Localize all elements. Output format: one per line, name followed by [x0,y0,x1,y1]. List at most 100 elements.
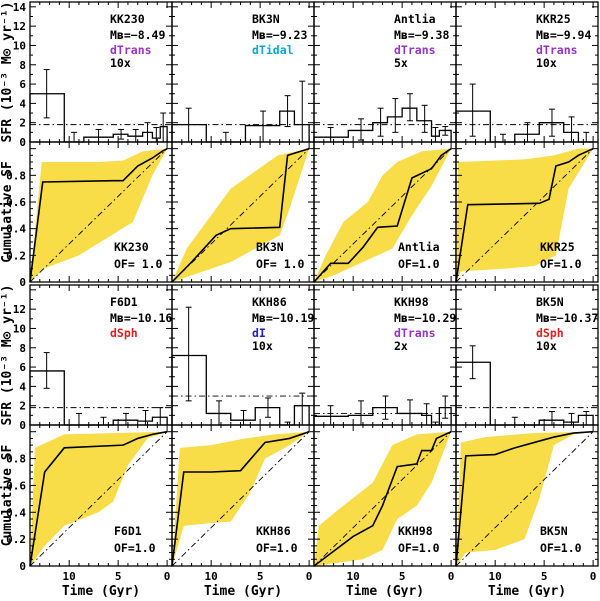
galaxy-magnitude: Mʙ=−9.38 [394,28,449,42]
galaxy-scale: 2x [394,339,408,353]
galaxy-name: KKH86 [252,295,287,309]
sfr-tick-label: 4 [19,380,26,393]
cum-constant-sfr-line [455,148,594,283]
cum-galaxy-name: KKH86 [256,524,291,538]
galaxy-type: dTidal [252,43,294,57]
cum-line [171,430,310,567]
cum-constant-sfr-line [29,431,168,567]
cum-ticks [29,425,172,567]
cum-panel-bk5n: BK5N OF=1.0 [455,424,599,567]
sfr-tick-label: 0 [19,136,26,149]
cum-of-label: OF=1.0 [114,541,156,555]
galaxy-type: dSph [536,326,564,340]
x-axis-title: Time (Gyr) [62,584,140,597]
x-axis-title: Time (Gyr) [346,584,424,597]
x-tick-label: 5 [115,570,122,583]
galaxy-scale: 5x [394,56,408,70]
galaxy-name: KKR25 [536,12,571,26]
galaxy-type: dTrans [110,43,152,57]
sfr-tick-label: 12 [13,303,26,316]
cum-constant-sfr-line [29,148,168,283]
sfr-ticks [171,2,314,143]
galaxy-magnitude: Mʙ=−10.29 [394,311,456,325]
galaxy-magnitude: Mʙ=−10.16 [110,311,172,325]
x-axis-title: Time (Gyr) [488,584,566,597]
cum-of-label: OF= 1.0 [114,257,163,271]
sfr-ticks [29,285,172,426]
cum-tick-label: 0.8 [6,453,26,466]
sfr-frame [171,1,315,143]
cum-line [455,147,594,283]
galaxy-name: BK5N [536,295,564,309]
x-tick-label: 10 [205,570,218,583]
cum-tick-label: 0 [19,560,26,573]
sfr-tick-label: 14 [13,1,27,14]
sfr-tick-label: 6 [19,361,26,374]
cum-galaxy-name: F6D1 [114,524,142,538]
x-axis-title: Time (Gyr) [204,584,282,597]
cum-ticks [455,142,598,283]
sfr-axis-title: SFR (10⁻³ M⊙ yr⁻¹) [0,285,15,426]
cum-panel-kkh98: KKH98 OF=1.0 [313,424,457,567]
cum-tick-label: 0.6 [6,479,26,492]
galaxy-magnitude: Mʙ=−8.49 [110,28,165,42]
sfr-tick-label: 6 [19,78,26,91]
sfr-histogram [29,370,168,426]
cum-of-label: OF=1.0 [540,541,582,555]
sfr-histogram [171,354,310,426]
cum-tick-label: 0.6 [6,196,26,209]
cum-galaxy-name: Antlia [398,240,440,254]
galaxy-magnitude: Mʙ=−10.19 [252,311,314,325]
sfr-frame [29,1,173,143]
cum-panel-f6d1: F6D1 OF=1.0 [29,424,173,567]
sfr-tick-label: 8 [19,59,26,72]
cum-tick-label: 0.8 [6,169,26,182]
sfr-ticks [29,2,172,143]
sfr-tick-label: 12 [13,20,26,33]
sfr-tick-label: 8 [19,342,26,355]
x-tick-label: 0 [448,570,455,583]
sfr-tick-label: 10 [13,322,26,335]
x-tick-label: 5 [541,570,548,583]
sfr-histogram [455,110,594,143]
sfr-axis-title: SFR (10⁻³ M⊙ yr⁻¹) [0,2,15,143]
cum-frame [455,141,599,283]
sfr-frame [455,1,599,143]
cum-galaxy-name: KKR25 [540,240,575,254]
cum-galaxy-name: KK230 [114,240,149,254]
cum-panel-kkr25: KKR25 OF=1.0 [455,141,599,283]
cum-constant-sfr-line [455,431,594,567]
cum-axis-title: Cumulative SF [0,161,15,263]
x-tick-label: 10 [63,570,76,583]
sfr-frame [455,284,599,426]
sfr-frame [29,284,173,426]
cum-panel-kkh86: KKH86 OF=1.0 [171,424,315,567]
galaxy-type: dTrans [536,43,578,57]
galaxy-name: BK3N [252,12,280,26]
cum-constant-sfr-line [171,431,310,567]
sfr-histogram [29,93,168,143]
galaxy-type: dTrans [394,326,436,340]
cum-line [313,430,452,567]
cum-frame [455,424,599,567]
cum-line [313,148,452,283]
cum-tick-label: 0.2 [6,249,26,262]
x-tick-label: 10 [489,570,502,583]
sfr-tick-label: 2 [19,117,26,130]
x-tick-label: 5 [257,570,264,583]
galaxy-name: F6D1 [110,295,138,309]
galaxy-name: KK230 [110,12,145,26]
sfr-tick-label: 2 [19,400,26,413]
galaxy-name: Antlia [394,12,436,26]
cum-constant-sfr-line [313,431,452,567]
cum-of-label: OF=1.0 [398,257,440,271]
cum-panel-kk230: KK230 OF= 1.0 [29,141,173,283]
cum-line [171,147,310,283]
galaxy-magnitude: Mʙ=−9.94 [536,28,591,42]
